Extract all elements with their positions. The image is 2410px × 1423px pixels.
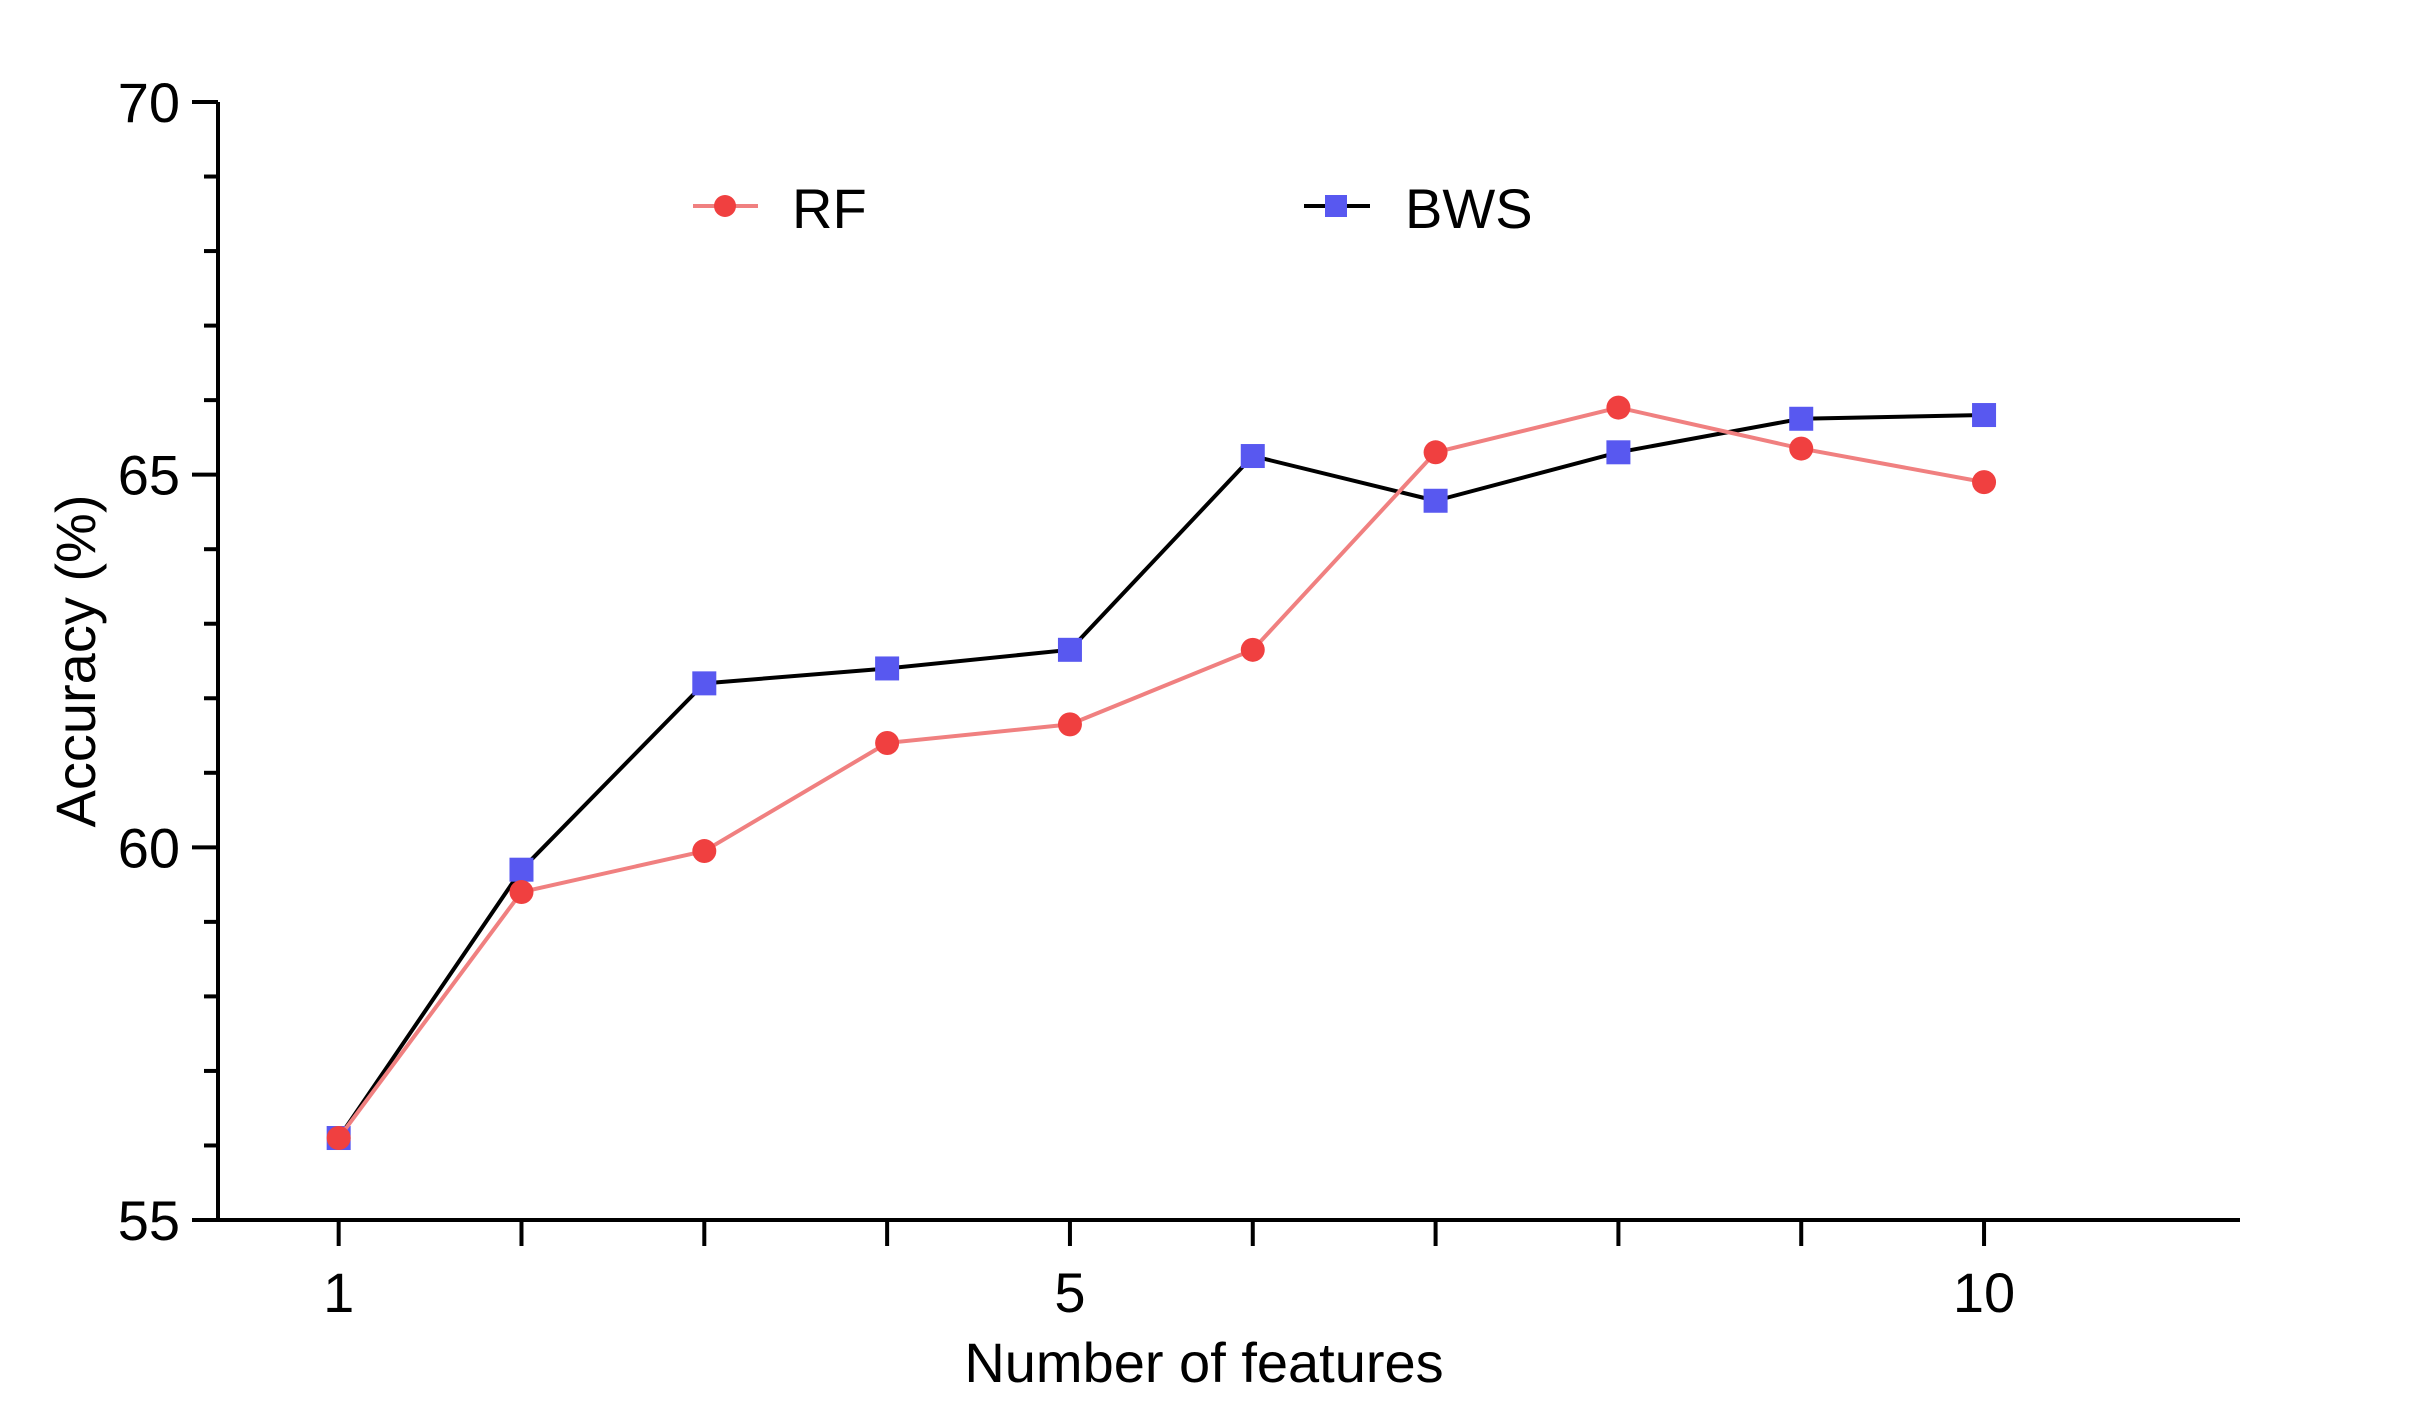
series-rf-point <box>875 730 900 755</box>
legend-bws-label: BWS <box>1405 177 1533 240</box>
series-rf-point <box>1240 637 1265 662</box>
legend-rf-marker <box>714 195 736 217</box>
series-bws-point <box>509 857 534 882</box>
series-bws-line <box>337 413 1985 1140</box>
legend: RF BWS <box>693 177 1533 240</box>
series-bws-point <box>1606 440 1631 465</box>
series-bws <box>326 403 1997 1151</box>
series-rf-point <box>692 839 717 864</box>
series-rf-line <box>337 405 1985 1140</box>
legend-bws-marker <box>1325 195 1347 217</box>
y-tick-label: 60 <box>118 816 180 879</box>
series-bws-point <box>1423 488 1448 513</box>
series-bws-point <box>1057 637 1082 662</box>
y-tick-label: 65 <box>118 444 180 507</box>
x-tick-label: 10 <box>1953 1261 2015 1324</box>
series-rf-point <box>1057 712 1082 737</box>
y-tick-label: 55 <box>118 1189 180 1252</box>
series-rf-point <box>509 880 534 905</box>
x-tick-label: 1 <box>323 1261 354 1324</box>
x-axis-title: Number of features <box>964 1331 1443 1394</box>
x-ticks: 1 5 10 <box>323 1220 2015 1324</box>
series-rf-point <box>1972 470 1997 495</box>
series-bws-point <box>875 656 900 681</box>
y-axis-title: Accuracy (%) <box>44 495 107 828</box>
series-bws-point <box>1972 403 1997 428</box>
series-rf-point <box>326 1126 351 1151</box>
series-bws-point <box>1240 444 1265 469</box>
legend-item-bws: BWS <box>1304 177 1533 240</box>
x-tick-label: 5 <box>1054 1261 1085 1324</box>
y-tick-label: 70 <box>118 71 180 134</box>
series-layer <box>326 395 1997 1151</box>
series-rf-point <box>1606 395 1631 420</box>
series-bws-point <box>692 671 717 696</box>
series-rf <box>326 395 1997 1151</box>
legend-item-rf: RF <box>693 177 867 240</box>
axes <box>216 102 2240 1222</box>
series-bws-point <box>1789 406 1814 431</box>
legend-rf-label: RF <box>792 177 867 240</box>
y-ticks: 55 60 65 70 <box>118 71 218 1252</box>
series-rf-point <box>1423 440 1448 465</box>
series-rf-point <box>1789 436 1814 461</box>
